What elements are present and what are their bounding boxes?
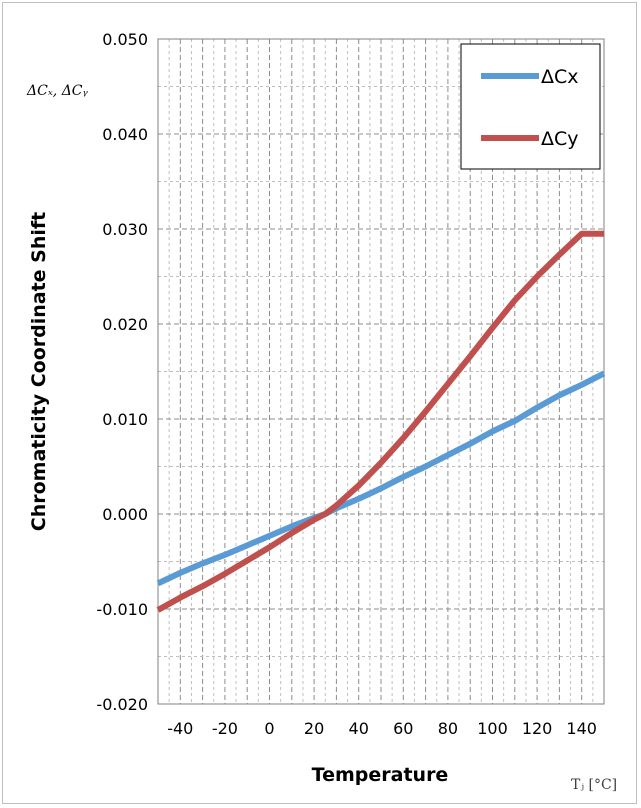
- legend-label-dcx: ΔCx: [541, 66, 579, 88]
- x-tick-label: 100: [477, 719, 508, 738]
- legend-box: [460, 43, 601, 170]
- y-tick-label: -0.010: [96, 600, 148, 619]
- y-axis-symbol: ΔCₓ, ΔCᵧ: [26, 83, 89, 99]
- x-tick-label: 20: [304, 719, 324, 738]
- legend: ΔCx ΔCy: [460, 43, 601, 170]
- x-axis-unit: Tⱼ [°C]: [571, 777, 617, 793]
- x-tick-label: 140: [566, 719, 597, 738]
- x-tick-label: -20: [212, 719, 238, 738]
- y-axis-title: Chromaticity Coordinate Shift: [28, 212, 50, 532]
- series-layer: [156, 230, 606, 613]
- y-tick-label: 0.010: [102, 410, 148, 429]
- y-tick-label: 0.000: [102, 505, 148, 524]
- legend-label-dcy: ΔCy: [541, 128, 579, 150]
- y-tick-label: 0.040: [102, 125, 148, 144]
- x-tick-label: 80: [438, 719, 458, 738]
- grid: [158, 39, 604, 704]
- y-tick-label: 0.030: [102, 220, 148, 239]
- x-tick-label: 40: [349, 719, 369, 738]
- x-tick-label: -40: [167, 719, 193, 738]
- x-tick-label: 0: [264, 719, 274, 738]
- y-tick-label: 0.020: [102, 315, 148, 334]
- series-line-dcy: [156, 230, 604, 613]
- x-axis-title: Temperature: [312, 764, 449, 786]
- series-line-dcx: [156, 370, 606, 587]
- line-chart: -0.020 -0.010 0.000 0.010 0.020 0.030 0.040 0.0…: [26, 30, 617, 793]
- tick-labels: -0.020 -0.010 0.000 0.010 0.020 0.030 0.040 0.0…: [96, 30, 597, 738]
- x-tick-label: 120: [522, 719, 553, 738]
- plot-area: [157, 38, 605, 705]
- y-tick-label: -0.020: [96, 695, 148, 714]
- y-tick-label: 0.050: [102, 30, 148, 49]
- x-tick-label: 60: [393, 719, 413, 738]
